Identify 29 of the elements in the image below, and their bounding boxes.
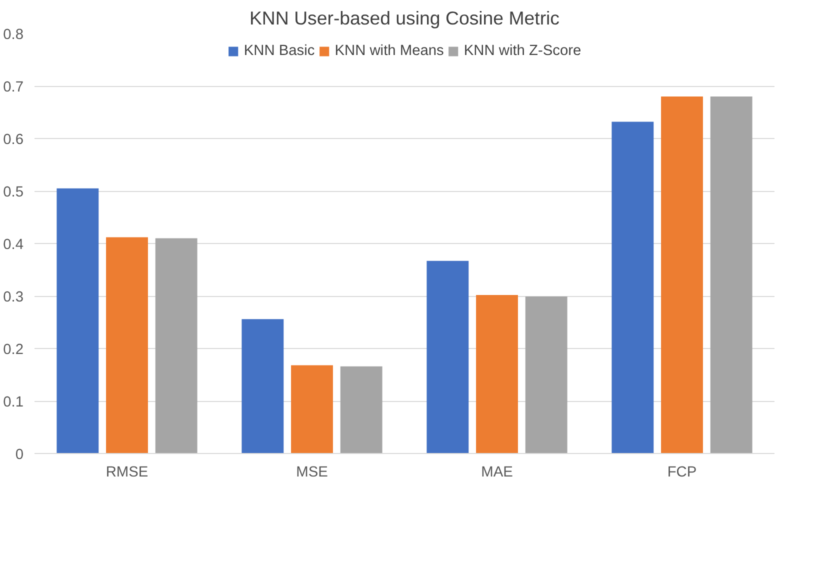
y-tick-label: 0.6 <box>3 132 24 148</box>
bar <box>242 319 284 454</box>
legend-label: KNN Basic <box>244 43 315 59</box>
legend-label: KNN with Z-Score <box>464 43 582 59</box>
bar <box>155 238 198 454</box>
y-tick-label: 0 <box>15 447 24 463</box>
x-tick-label: FCP <box>667 464 697 480</box>
bar <box>661 96 703 454</box>
x-tick-label: MSE <box>296 464 328 480</box>
bar <box>106 237 148 454</box>
x-tick-label: MAE <box>481 464 514 480</box>
bar <box>612 122 654 454</box>
bar <box>291 365 333 454</box>
y-tick-label: 0.2 <box>3 342 24 358</box>
bar <box>525 296 568 454</box>
bar <box>426 260 469 454</box>
y-tick-label: 0.3 <box>3 290 24 306</box>
bar <box>56 188 99 454</box>
y-tick-label: 0.5 <box>3 184 24 200</box>
bar <box>710 96 752 454</box>
chart-title: KNN User-based using Cosine Metric <box>249 8 560 28</box>
y-tick-label: 0.1 <box>3 394 24 410</box>
y-tick-label: 0.8 <box>3 27 24 43</box>
bar <box>476 294 518 454</box>
x-tick-label: RMSE <box>106 464 148 480</box>
legend-label: KNN with Means <box>334 43 444 59</box>
y-tick-label: 0.7 <box>3 80 24 96</box>
y-tick-label: 0.4 <box>3 237 24 253</box>
bar <box>340 366 382 454</box>
